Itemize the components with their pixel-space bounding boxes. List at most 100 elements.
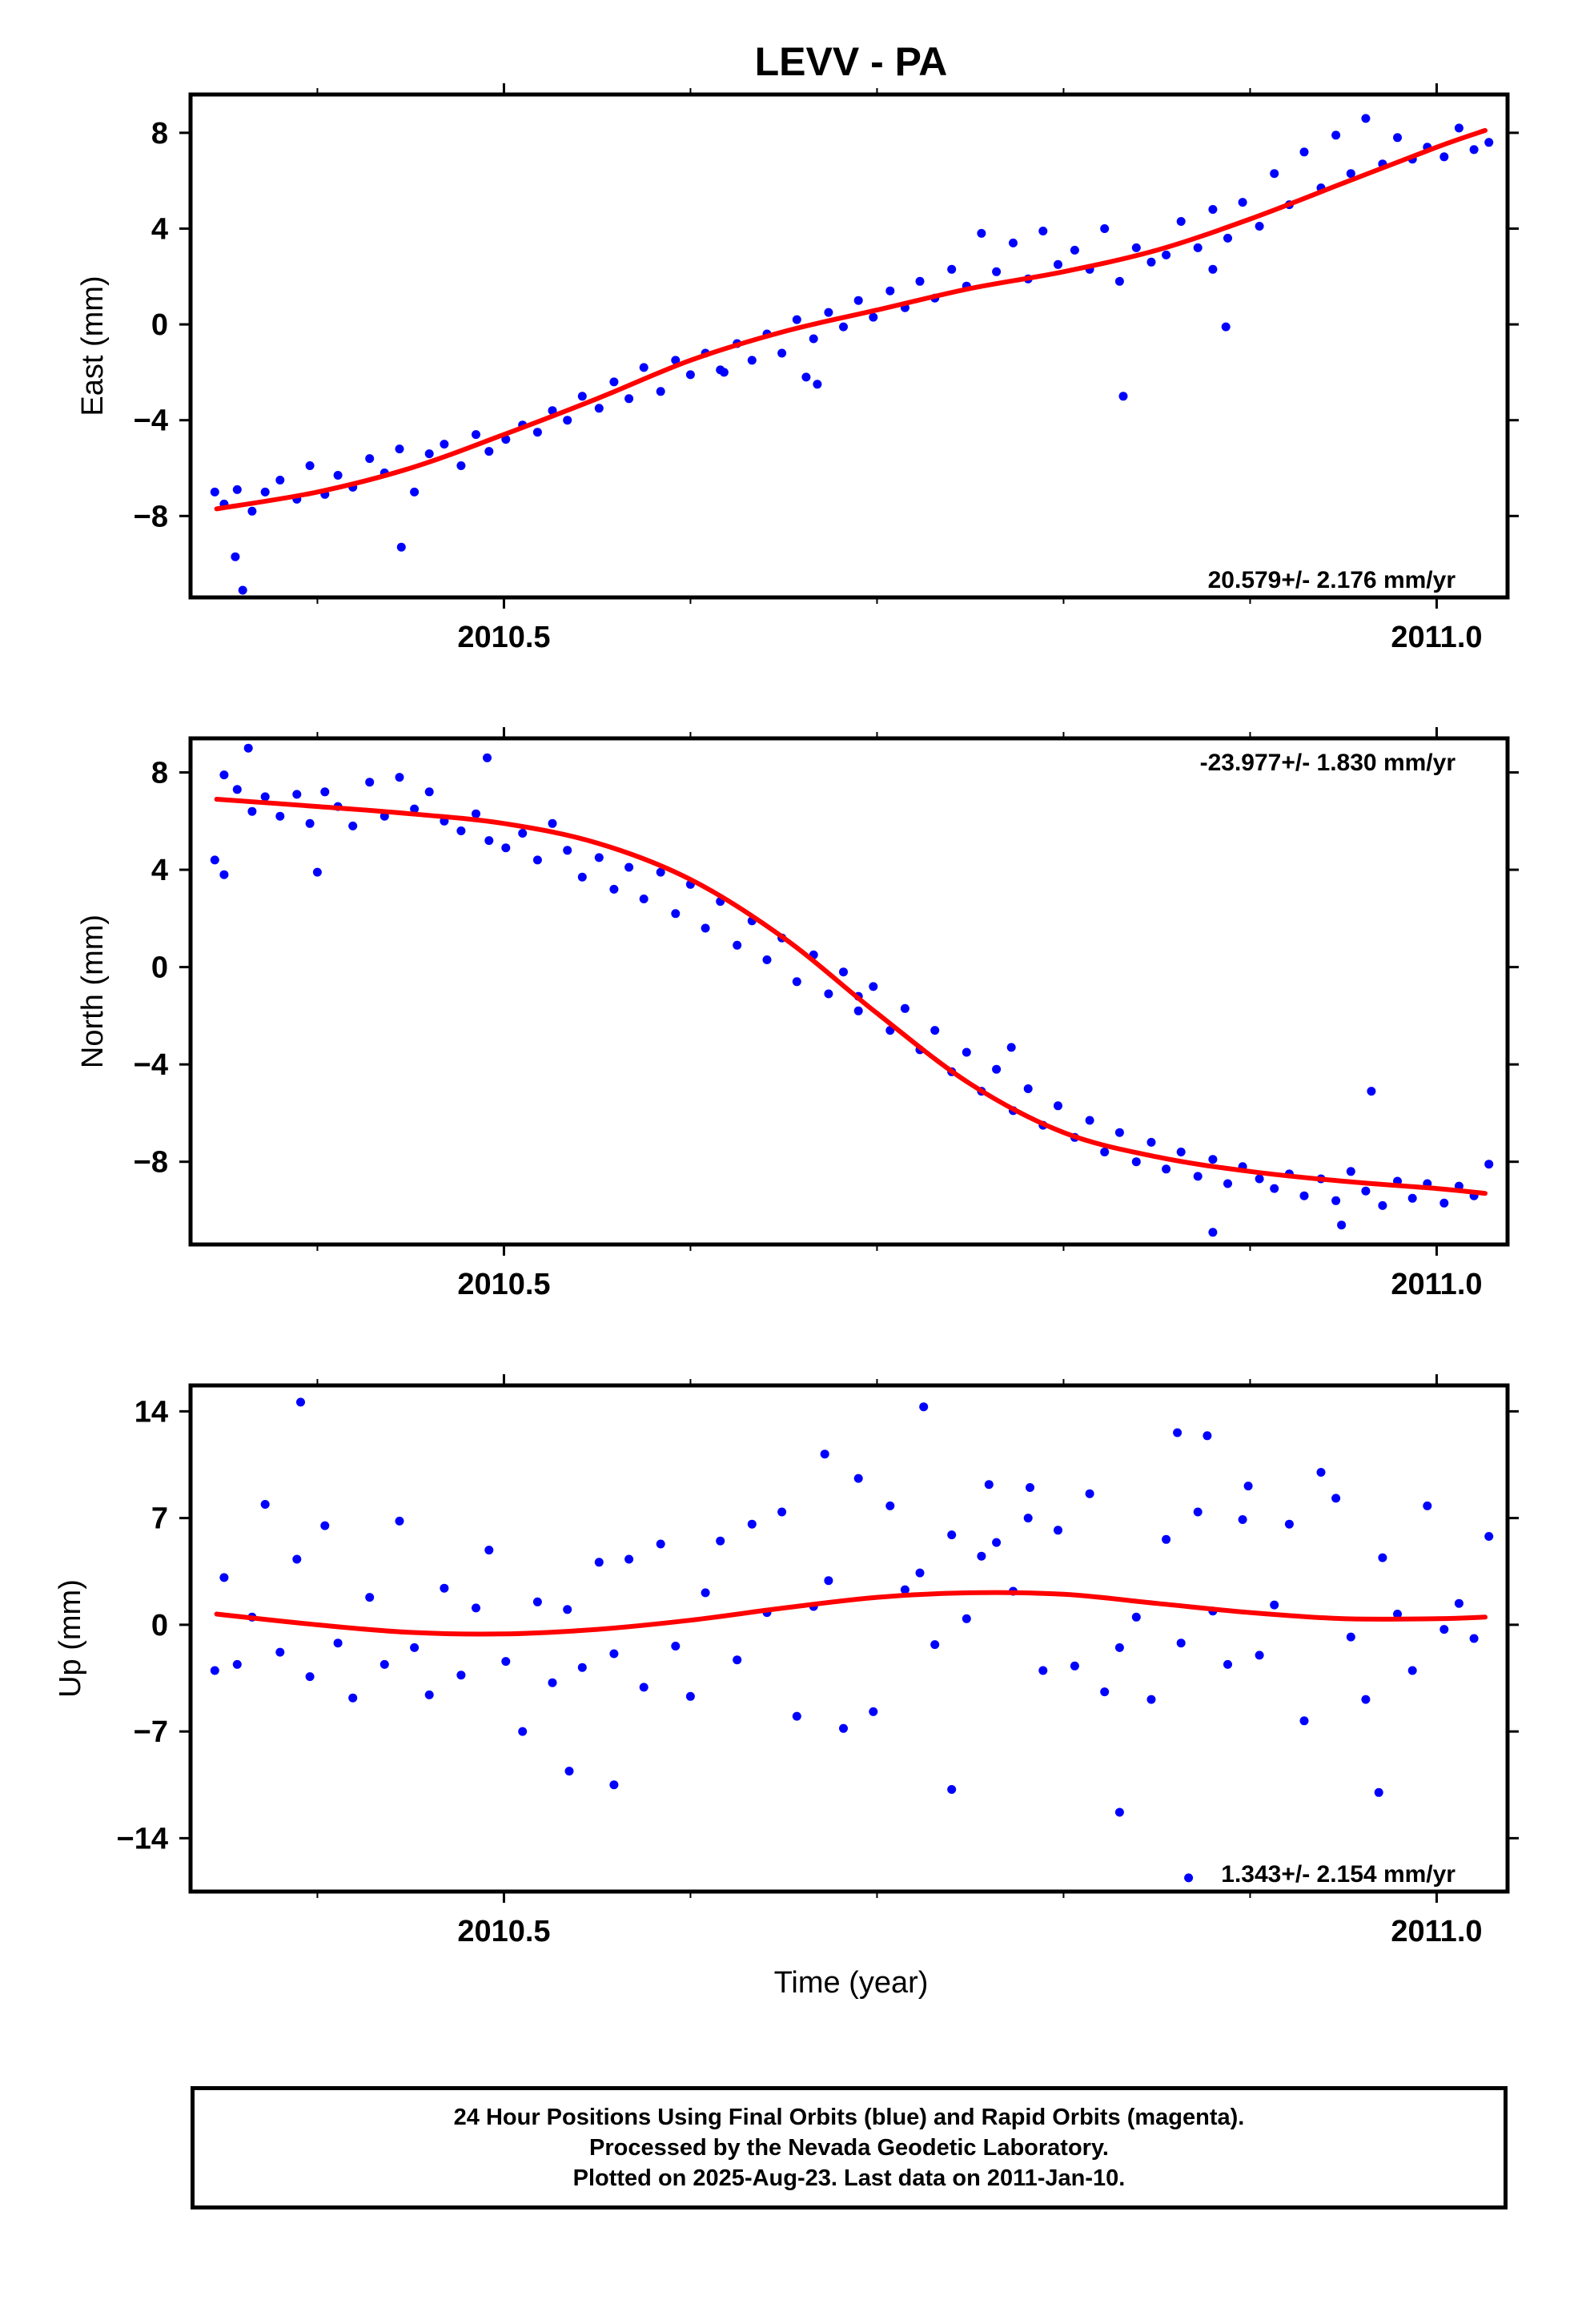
north-data-point bbox=[900, 1003, 909, 1013]
up-data-point bbox=[594, 1558, 604, 1567]
north-data-point bbox=[219, 870, 229, 879]
up-data-point bbox=[518, 1727, 528, 1736]
up-data-point bbox=[1378, 1553, 1387, 1562]
up-data-point bbox=[305, 1672, 315, 1682]
up-data-point bbox=[1374, 1787, 1383, 1797]
east-data-point bbox=[977, 228, 986, 238]
up-data-point bbox=[824, 1576, 833, 1586]
up-data-point bbox=[1299, 1716, 1309, 1726]
north-data-point bbox=[260, 792, 270, 802]
up-data-point bbox=[685, 1691, 695, 1701]
east-plot-frame bbox=[188, 92, 1510, 600]
up-data-point bbox=[962, 1614, 971, 1623]
east-data-point bbox=[869, 312, 878, 322]
north-data-point bbox=[1367, 1087, 1376, 1096]
up-data-point bbox=[1270, 1600, 1279, 1610]
east-data-point bbox=[424, 449, 434, 459]
east-data-point bbox=[1238, 198, 1247, 207]
east-data-point bbox=[809, 334, 818, 344]
up-data-point bbox=[639, 1683, 648, 1692]
north-data-point bbox=[365, 778, 375, 787]
east-data-point bbox=[1223, 233, 1232, 243]
north-data-point bbox=[348, 821, 358, 830]
up-data-point bbox=[792, 1711, 801, 1721]
up-data-point bbox=[1038, 1666, 1048, 1675]
north-y-tick-label: −4 bbox=[134, 1048, 168, 1082]
up-data-point bbox=[232, 1659, 242, 1669]
east-y-tick-label: 0 bbox=[151, 308, 168, 342]
up-data-point bbox=[348, 1693, 358, 1703]
up-data-point bbox=[1114, 1642, 1124, 1652]
north-data-point bbox=[1208, 1155, 1218, 1164]
up-data-point bbox=[1393, 1610, 1402, 1618]
up-data-point bbox=[292, 1554, 302, 1564]
up-plot-frame bbox=[188, 1383, 1510, 1894]
east-data-point bbox=[440, 440, 449, 449]
north-data-point bbox=[1331, 1196, 1341, 1205]
up-data-point bbox=[410, 1642, 420, 1652]
north-data-point bbox=[320, 787, 330, 797]
up-data-point bbox=[977, 1551, 986, 1561]
east-data-area bbox=[210, 114, 1494, 595]
north-data-point bbox=[962, 1047, 971, 1057]
north-data-point bbox=[792, 977, 801, 987]
up-data-point bbox=[609, 1649, 619, 1659]
north-data-point bbox=[1337, 1220, 1347, 1230]
north-data-point bbox=[594, 853, 604, 862]
up-data-point bbox=[564, 1767, 574, 1776]
north-data-point bbox=[1439, 1198, 1449, 1208]
up-data-point bbox=[1054, 1526, 1062, 1535]
east-y-tick-label: 8 bbox=[151, 117, 168, 151]
east-data-point bbox=[1131, 243, 1141, 252]
north-data-point bbox=[1361, 1186, 1371, 1196]
north-data-point bbox=[1100, 1148, 1110, 1156]
east-y-tick-label: −4 bbox=[134, 404, 168, 438]
up-data-point bbox=[1193, 1507, 1203, 1517]
north-data-point bbox=[563, 846, 572, 855]
up-data-point bbox=[1469, 1634, 1479, 1643]
north-data-point bbox=[701, 923, 710, 933]
up-data-area bbox=[210, 1397, 1494, 1883]
east-data-point bbox=[410, 487, 420, 497]
up-data-point bbox=[577, 1663, 587, 1672]
east-data-point bbox=[1331, 131, 1341, 140]
east-data-point bbox=[472, 430, 480, 440]
north-y-tick-label: 4 bbox=[151, 854, 168, 887]
north-data-point bbox=[1299, 1191, 1309, 1200]
east-data-point bbox=[1118, 392, 1128, 401]
east-data-point bbox=[365, 454, 375, 464]
north-data-point bbox=[247, 806, 257, 816]
up-data-point bbox=[624, 1554, 634, 1564]
up-data-point bbox=[320, 1521, 330, 1530]
north-data-point bbox=[1484, 1160, 1494, 1169]
caption-line-2: Processed by the Nevada Geodetic Laborat… bbox=[589, 2135, 1109, 2161]
up-data-point bbox=[919, 1402, 929, 1412]
east-data-point bbox=[395, 444, 404, 454]
up-data-point bbox=[1100, 1687, 1110, 1697]
up-data-point bbox=[1331, 1494, 1341, 1503]
north-data-point bbox=[1208, 1228, 1218, 1237]
east-data-point bbox=[1454, 123, 1464, 133]
east-data-point bbox=[992, 267, 1002, 276]
east-panel: 2010.5 2011.0 −8 −4 0 4 8 East (mm) 20.579+/- 2.… bbox=[76, 83, 1519, 654]
up-x-tick-label: 2010.5 bbox=[457, 1915, 550, 1948]
north-data-point bbox=[733, 940, 742, 950]
up-y-tick-label: 0 bbox=[151, 1609, 168, 1642]
north-data-point bbox=[1193, 1172, 1203, 1181]
up-data-point bbox=[947, 1530, 957, 1540]
up-data-point bbox=[210, 1666, 219, 1675]
north-panel: 2010.5 2011.0 −8 −4 0 4 8 North (mm) -23.977+/- … bbox=[76, 727, 1519, 1301]
north-data-point bbox=[1176, 1148, 1186, 1156]
up-data-point bbox=[532, 1597, 542, 1606]
north-data-point bbox=[624, 862, 634, 872]
up-y-tick-label: 14 bbox=[135, 1395, 168, 1429]
up-data-point bbox=[716, 1536, 725, 1546]
east-data-point bbox=[1208, 264, 1218, 274]
east-x-tick-label: 2011.0 bbox=[1391, 621, 1482, 654]
east-y-axis-label: East (mm) bbox=[76, 275, 110, 416]
east-data-point bbox=[1162, 250, 1171, 259]
x-axis-label: Time (year) bbox=[774, 1966, 929, 2000]
north-y-tick-label: 8 bbox=[151, 757, 168, 790]
north-data-point bbox=[312, 867, 322, 877]
